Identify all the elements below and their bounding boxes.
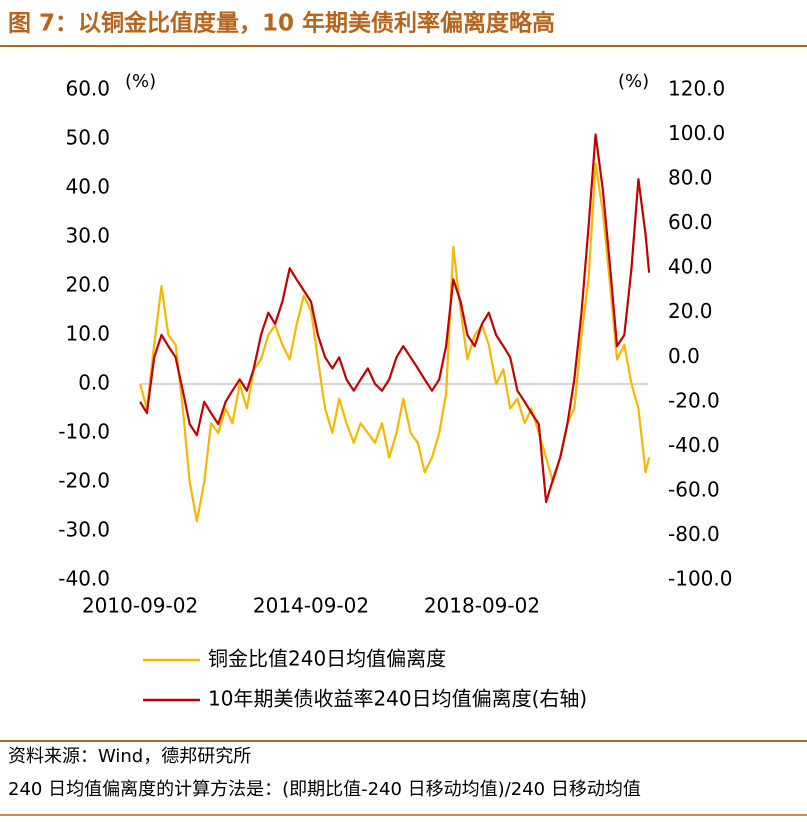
y-tick-label: -30.0 xyxy=(58,518,110,542)
legend-label: 10年期美债收益率240日均值偏离度(右轴) xyxy=(208,687,587,711)
y-tick-label: 30.0 xyxy=(65,224,110,248)
chart-title: 图 7：以铜金比值度量，10 年期美债利率偏离度略高 xyxy=(8,10,555,37)
y-tick-label: -40.0 xyxy=(58,567,110,591)
y-tick-label: 60.0 xyxy=(65,77,110,101)
y2-tick-label: 80.0 xyxy=(668,166,713,190)
x-tick-label: 2018-09-02 xyxy=(424,594,540,618)
y-tick-label: -10.0 xyxy=(58,420,110,444)
y2-tick-label: 40.0 xyxy=(668,255,713,279)
y2-tick-label: 120.0 xyxy=(668,77,725,101)
y2-tick-label: -100.0 xyxy=(668,567,732,591)
y2-tick-label: -80.0 xyxy=(668,522,720,546)
y-tick-label: 50.0 xyxy=(65,126,110,150)
y2-tick-label: 100.0 xyxy=(668,121,725,145)
y-tick-label: 10.0 xyxy=(65,322,110,346)
y-tick-label: 20.0 xyxy=(65,273,110,297)
series-line xyxy=(139,133,651,504)
y2-tick-label: -20.0 xyxy=(668,388,720,412)
x-tick-label: 2010-09-02 xyxy=(82,594,198,618)
x-tick-label: 2014-09-02 xyxy=(253,594,369,618)
y-tick-label: 40.0 xyxy=(65,175,110,199)
y2-tick-label: -40.0 xyxy=(668,433,720,457)
y-tick-label: -20.0 xyxy=(58,469,110,493)
source: 资料来源：Wind，德邦研究所 xyxy=(8,746,251,767)
y2-tick-label: 60.0 xyxy=(668,210,713,234)
y2-tick-label: -60.0 xyxy=(668,477,720,501)
y-tick-label: 0.0 xyxy=(78,371,110,395)
legend-label: 铜金比值240日均值偏离度 xyxy=(208,647,446,671)
y2-tick-label: 20.0 xyxy=(668,299,713,323)
note: 240 日均值偏离度的计算方法是：(即期比值-240 日移动均值)/240 日移… xyxy=(8,779,641,800)
y2-unit: (%) xyxy=(618,71,649,92)
y2-tick-label: 0.0 xyxy=(668,344,700,368)
y-unit: (%) xyxy=(125,71,156,92)
series-line xyxy=(139,162,651,523)
